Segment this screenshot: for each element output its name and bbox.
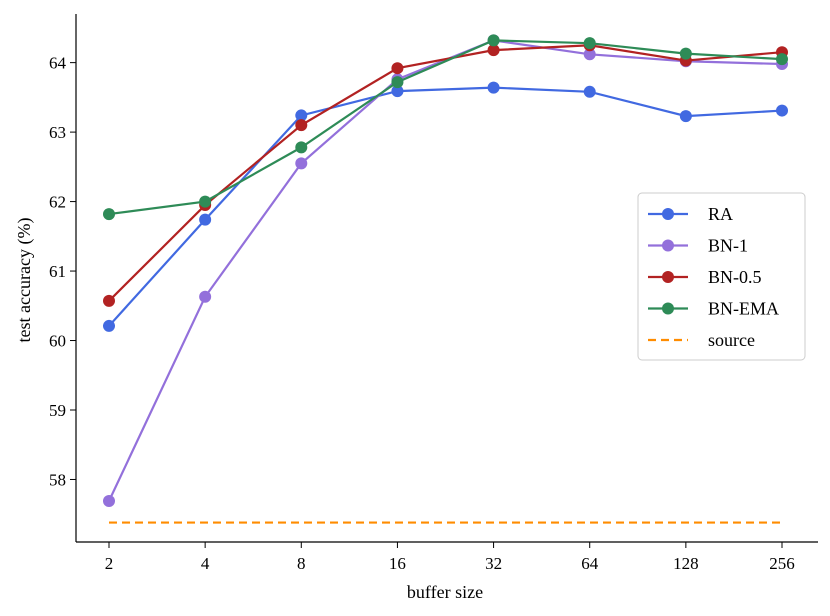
- legend-marker-bn-ema: [662, 302, 674, 315]
- data-point-ra: [776, 104, 788, 117]
- legend-label-ra: RA: [708, 204, 733, 224]
- data-point-bn-0-5: [295, 119, 308, 132]
- x-tick-label: 2: [105, 554, 114, 573]
- data-point-bn-ema: [487, 34, 500, 47]
- series-line-bn-ema: [108, 39, 783, 216]
- data-point-bn-ema: [295, 141, 308, 154]
- legend-label-bn-0-5: BN-0.5: [708, 267, 762, 287]
- legend-label-bn-ema: BN-EMA: [708, 299, 779, 319]
- data-point-ra: [199, 213, 212, 226]
- legend-item-ra: RA: [648, 204, 733, 224]
- series-bn-ema: [103, 34, 788, 221]
- data-point-ra: [295, 109, 308, 122]
- legend-item-source: source: [648, 330, 755, 350]
- x-tick-label: 128: [673, 554, 699, 573]
- data-point-bn-ema: [103, 208, 115, 221]
- x-tick-label: 32: [485, 554, 502, 573]
- y-tick-label: 58: [49, 470, 66, 489]
- data-point-bn-ema: [679, 47, 692, 60]
- data-point-bn-1: [103, 495, 115, 508]
- y-tick-label: 64: [49, 54, 67, 73]
- y-tick-label: 59: [49, 401, 66, 420]
- data-point-ra: [583, 85, 596, 98]
- data-point-ra: [679, 110, 692, 123]
- data-point-bn-1: [295, 157, 308, 170]
- data-point-bn-1: [199, 290, 212, 303]
- data-point-bn-ema: [391, 76, 404, 89]
- x-tick-label: 4: [201, 554, 210, 573]
- data-point-bn-0-5: [487, 44, 500, 57]
- series-ra: [103, 81, 788, 332]
- x-tick-label: 8: [297, 554, 306, 573]
- series-layer: [103, 34, 788, 524]
- data-point-ra: [487, 81, 500, 94]
- legend-box: [637, 192, 806, 361]
- series-line-ra: [108, 86, 783, 327]
- data-point-bn-0-5: [103, 294, 115, 307]
- data-point-bn-1: [583, 48, 596, 61]
- data-point-bn-0-5: [391, 62, 404, 75]
- axes: 58 59 60 61 62 63 64 2 4 8 16 32 64 128 256: [49, 14, 818, 573]
- legend-marker-bn-0-5: [662, 271, 674, 283]
- legend-item-bn-0-5: BN-0.5: [648, 267, 762, 287]
- legend-item-bn-1: BN-1: [648, 236, 748, 256]
- data-point-bn-ema: [199, 195, 212, 208]
- x-axis-label: buffer size: [407, 582, 483, 602]
- y-tick-label: 61: [49, 262, 66, 281]
- y-tick-label: 60: [49, 332, 66, 351]
- legend-label-bn-1: BN-1: [708, 236, 748, 256]
- y-tick-label: 62: [49, 193, 66, 212]
- data-point-ra: [391, 85, 404, 98]
- legend: RA BN-1 BN-0.5 BN-EMA source: [637, 192, 806, 361]
- y-tick-label: 63: [49, 123, 66, 142]
- x-tick-label: 16: [389, 554, 406, 573]
- legend-marker-ra: [662, 208, 674, 220]
- data-point-bn-ema: [583, 37, 596, 50]
- x-tick-label: 256: [769, 554, 795, 573]
- legend-item-bn-ema: BN-EMA: [648, 299, 779, 319]
- x-tick-label: 64: [581, 554, 599, 573]
- y-axis-label: test accuracy (%): [14, 218, 35, 343]
- legend-label-source: source: [708, 330, 755, 350]
- legend-marker-bn-1: [662, 239, 674, 252]
- data-point-ra: [103, 319, 115, 332]
- data-point-bn-ema: [776, 53, 788, 66]
